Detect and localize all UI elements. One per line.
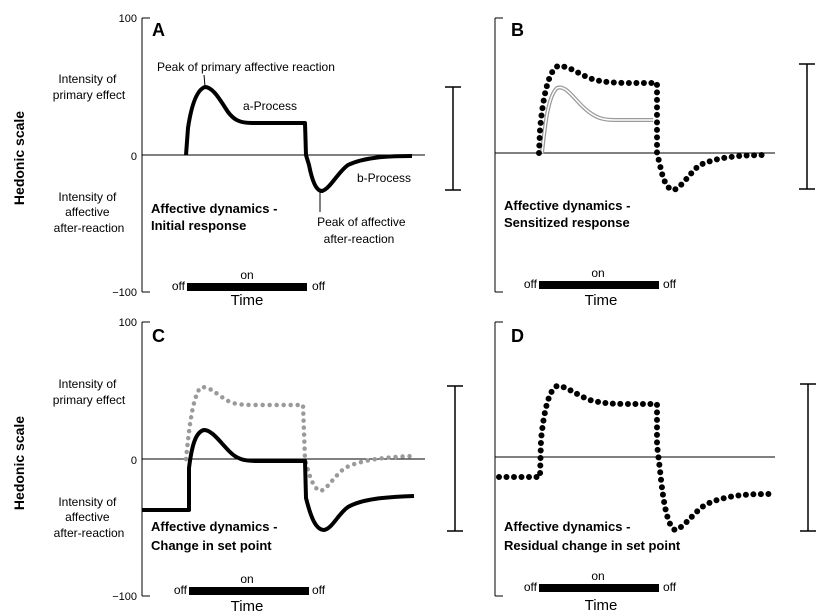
panel-letter: A <box>152 20 165 40</box>
y-axis-label-top: Hedonic scale <box>11 111 27 205</box>
stim-on: on <box>240 572 253 586</box>
time-label: Time <box>231 598 264 614</box>
tick-minus-100: −100 <box>112 591 137 603</box>
stim-off-right: off <box>663 277 677 291</box>
panel-a: 100 0 −100 A Intensity of primary effect… <box>53 13 461 309</box>
panel-c: 100 0 −100 C Intensity of primary effect… <box>53 317 463 614</box>
stim-off-right: off <box>663 580 677 594</box>
annotation-peak-primary: Peak of primary affective reaction <box>157 60 335 74</box>
tick-100: 100 <box>119 317 137 329</box>
tick-minus-100: −100 <box>112 287 137 299</box>
side-label-after: Intensity of affective after-reaction <box>54 495 125 540</box>
panel-caption: Affective dynamics - Change in set point <box>151 519 281 553</box>
side-label-primary: Intensity of primary effect <box>53 72 126 102</box>
stimulus-on-bar <box>539 281 659 289</box>
stimulus-on-bar <box>189 587 309 595</box>
response-curve <box>184 85 413 193</box>
leader-peak-primary <box>203 74 206 87</box>
stim-off-left: off <box>172 279 186 293</box>
side-label-primary: Intensity of primary effect <box>53 377 126 407</box>
panel-caption: Affective dynamics - Sensitized response <box>504 198 634 230</box>
stimulus-on-bar <box>539 584 659 592</box>
panel-caption: Affective dynamics - Initial response <box>151 201 281 233</box>
residual-set-point-dotted <box>496 382 773 534</box>
stim-on: on <box>591 569 604 583</box>
panel-b: B Affective dynamics - Sensitized respon… <box>494 17 815 309</box>
initial-response-trace-core <box>541 86 653 154</box>
panel-letter: D <box>511 326 524 346</box>
time-label: Time <box>585 597 618 614</box>
stim-off-right: off <box>312 583 326 597</box>
panel-letter: B <box>511 20 524 40</box>
stim-off-right: off <box>312 279 326 293</box>
stim-on: on <box>591 266 604 280</box>
time-label: Time <box>231 292 264 309</box>
sensitized-response-dotted <box>536 62 771 194</box>
stim-on: on <box>240 268 253 282</box>
stim-off-left: off <box>524 580 538 594</box>
set-point-response-curve <box>142 428 415 532</box>
stim-off-left: off <box>174 583 188 597</box>
tick-100: 100 <box>119 13 137 25</box>
side-label-after: Intensity of affective after-reaction <box>54 190 125 235</box>
stim-off-left: off <box>524 277 538 291</box>
annotation-a-process: a-Process <box>243 99 297 113</box>
time-label: Time <box>585 292 618 309</box>
panel-d: D Affective dynamics - Residual change i… <box>494 321 816 614</box>
annotation-b-process: b-Process <box>357 171 411 185</box>
annotation-peak-after: Peak of affective after-reaction <box>317 215 409 246</box>
panel-caption: Affective dynamics - Residual change in … <box>504 519 681 553</box>
tick-0: 0 <box>131 455 137 467</box>
stimulus-on-bar <box>187 283 307 291</box>
initial-response-gray-dotted <box>183 384 417 494</box>
panel-letter: C <box>152 326 165 346</box>
tick-0: 0 <box>131 151 137 163</box>
y-axis-label-bottom: Hedonic scale <box>11 416 27 510</box>
